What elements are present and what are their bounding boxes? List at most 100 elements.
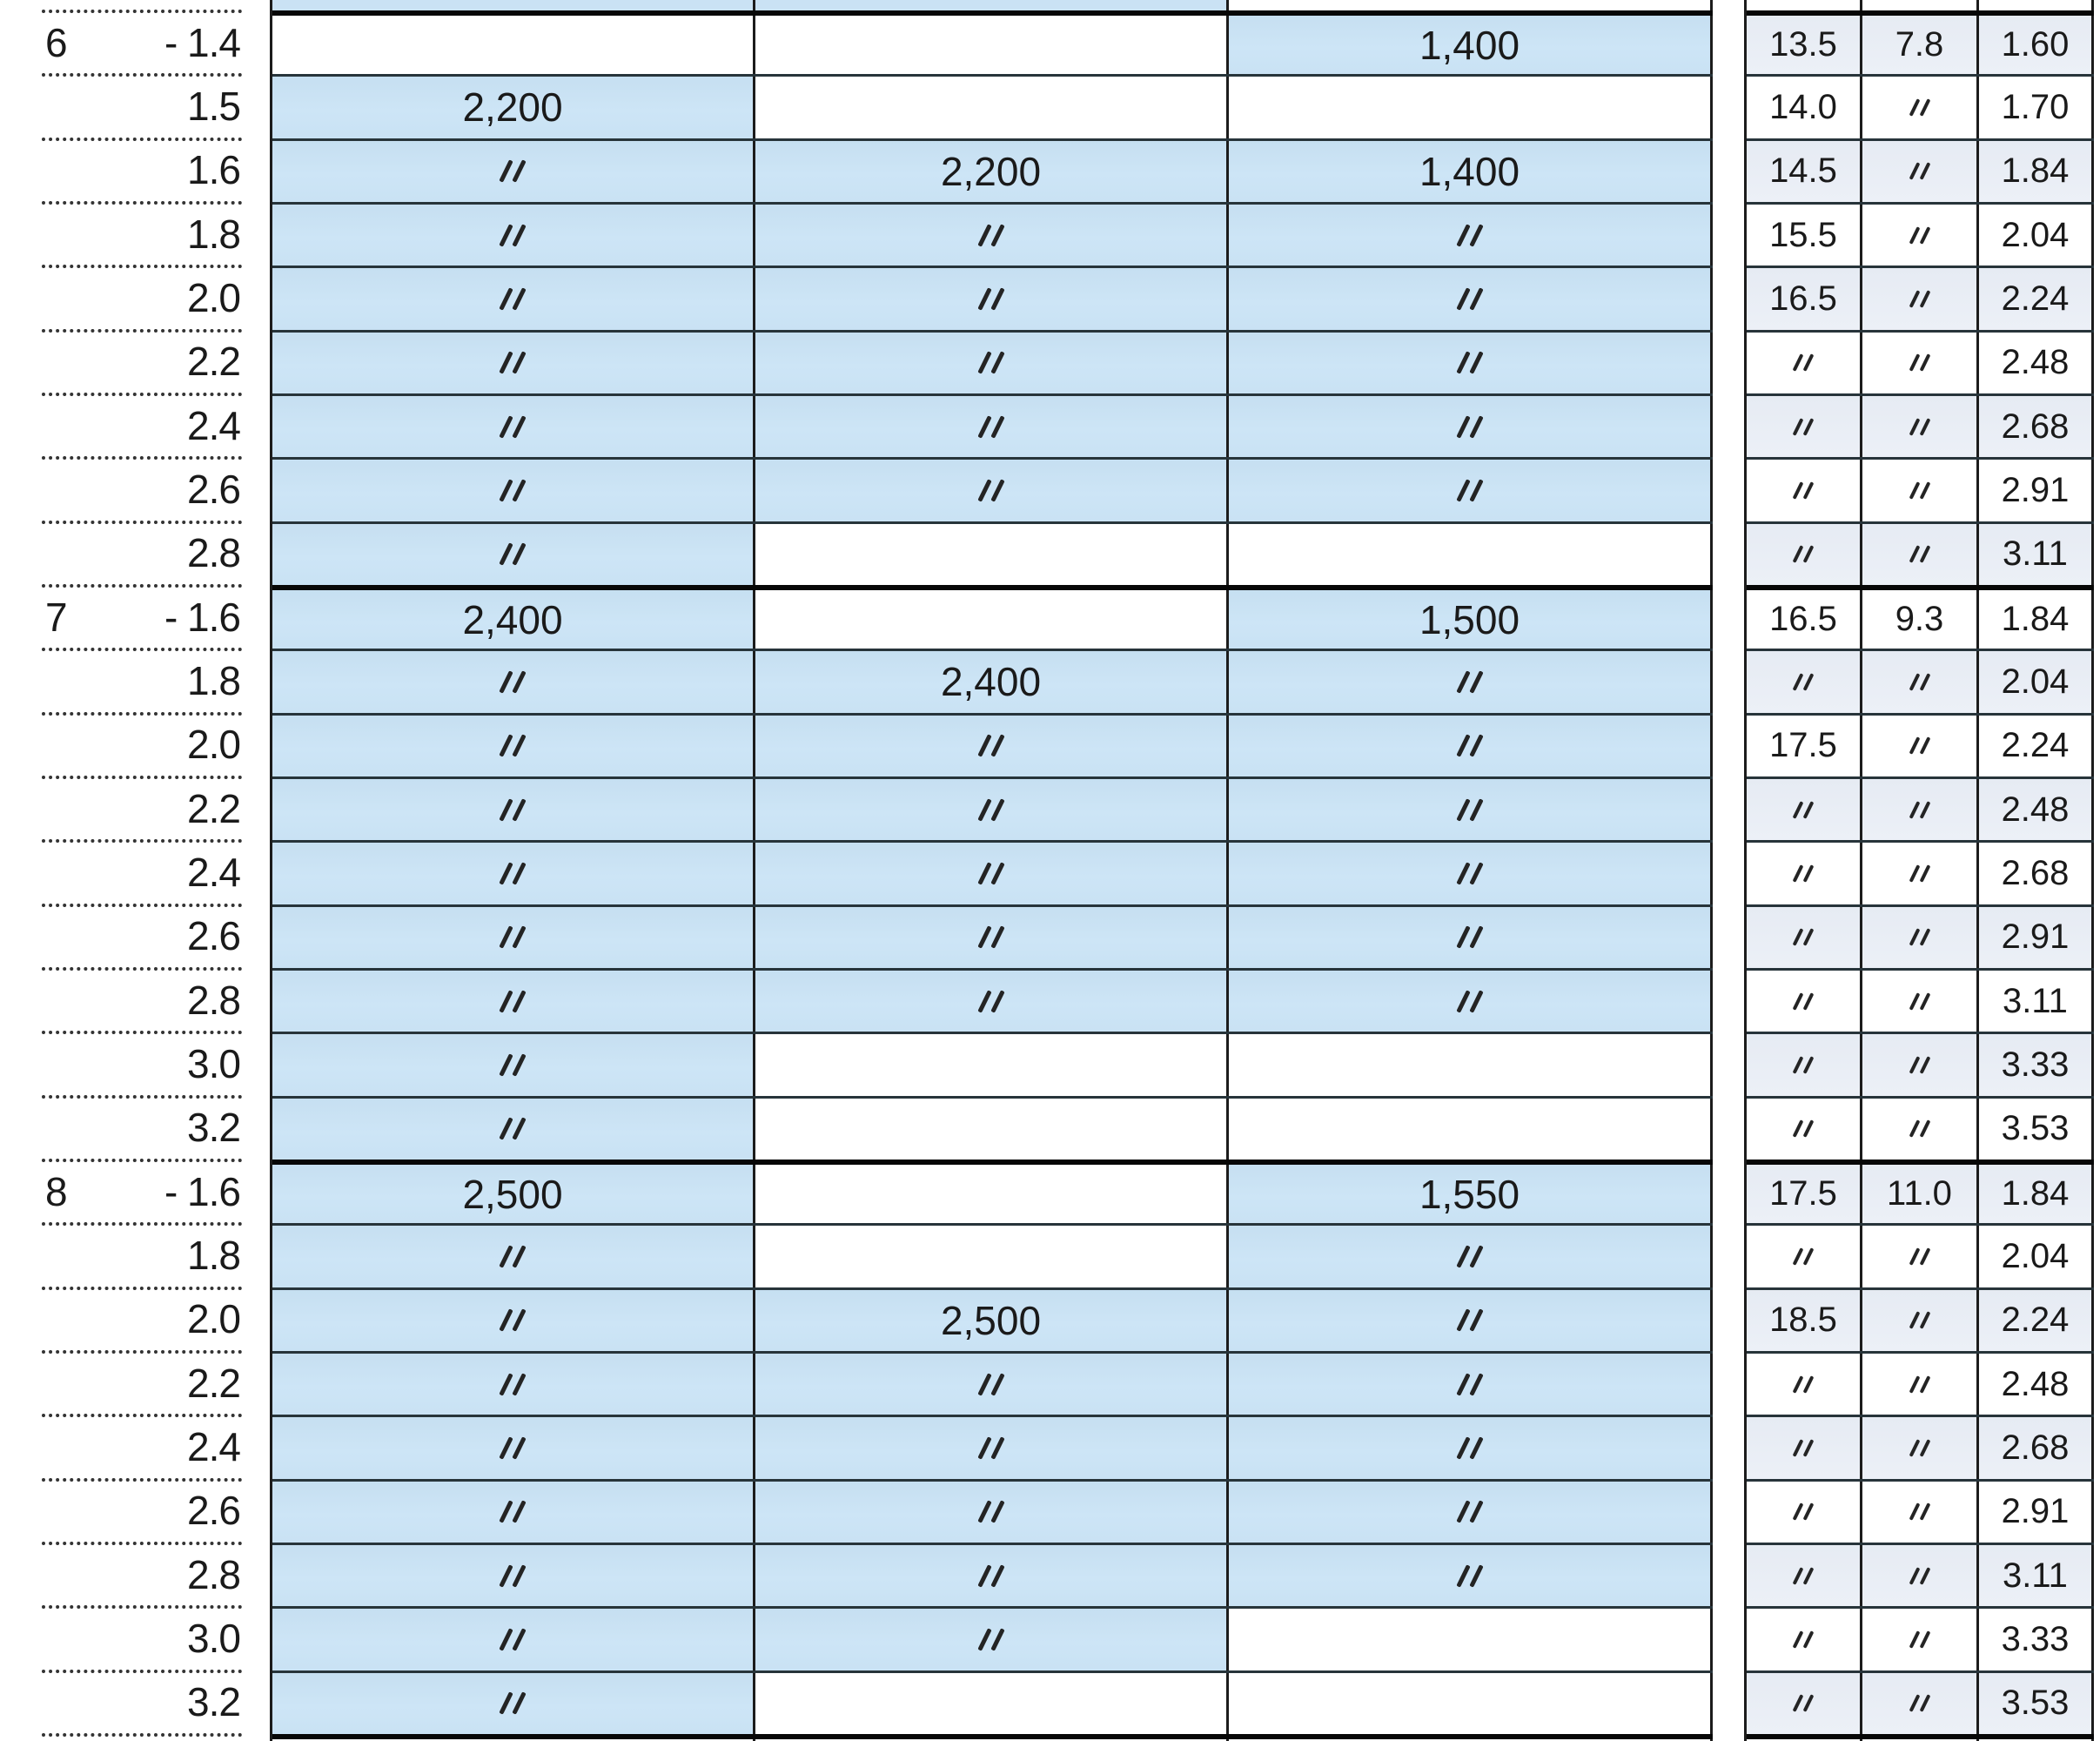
ditto-cell (272, 1481, 755, 1543)
value-cell: 17.5 (1747, 715, 1862, 776)
ditto-mark (499, 1117, 527, 1140)
size-label: 2.6 (187, 913, 241, 959)
row-label: 2.2 (0, 775, 270, 840)
group-number: 7 (45, 594, 68, 640)
ditto-mark (499, 1053, 527, 1077)
table-row (272, 1415, 1713, 1479)
ditto-cell (755, 332, 1229, 393)
value-cell: 14.0 (1747, 77, 1862, 138)
row-label: 2.4 (0, 1414, 270, 1478)
empty-cell (1229, 1672, 1713, 1734)
value-cell: 3.11 (1979, 970, 2094, 1032)
side-table-row: 2.68 (1747, 840, 2094, 904)
value-cell: 3.53 (1979, 1672, 2094, 1734)
ditto-cell (1229, 970, 1713, 1032)
ditto-cell (1229, 778, 1713, 841)
ditto-mark (1909, 481, 1930, 500)
ditto-mark (1455, 1372, 1484, 1396)
ditto-cell (1229, 1417, 1713, 1479)
ditto-mark (1909, 928, 1930, 947)
ditto-mark (499, 670, 527, 694)
value-cell: 2.04 (1979, 204, 2094, 266)
ditto-cell (1747, 906, 1862, 968)
partial-cell (272, 1738, 755, 1741)
size-label: 2.4 (187, 1423, 241, 1469)
partial-row-top (272, 0, 1713, 10)
ditto-mark (499, 1436, 527, 1460)
main-table: 1,400 2,200 2,200 1,400 2,400 1,500 2,400 2,500… (270, 0, 1713, 1741)
ditto-mark (499, 223, 527, 247)
ditto-cell (755, 268, 1229, 330)
table-row: 2,500 (272, 1287, 1713, 1351)
row-label: 1.8 (0, 648, 270, 712)
ditto-mark (1455, 223, 1484, 247)
ditto-cell (272, 970, 755, 1032)
value-cell: 3.33 (1979, 1034, 2094, 1096)
page-right-margin (2094, 0, 2100, 1741)
ditto-mark (499, 1628, 527, 1651)
row-label: 3.2 (0, 1094, 270, 1160)
value-cell: 13.5 (1747, 16, 1862, 75)
value-cell: 2.68 (1979, 1417, 2094, 1479)
size-label: 2.4 (187, 402, 241, 448)
ditto-cell (1862, 1226, 1979, 1287)
ditto-cell (1229, 204, 1713, 266)
side-table-row: 13.5 7.8 1.60 (1747, 10, 2094, 75)
ditto-cell (1747, 778, 1862, 841)
ditto-mark (1909, 991, 1930, 1011)
ditto-mark (499, 734, 527, 757)
ditto-mark (1792, 1630, 1815, 1649)
ditto-mark (1455, 989, 1484, 1013)
row-label: 3.0 (0, 1605, 270, 1670)
side-table-row: 2.48 (1747, 1350, 2094, 1415)
value-cell: 2.48 (1979, 1353, 2094, 1415)
ditto-cell (272, 1289, 755, 1351)
row-label: 2.0 (0, 711, 270, 776)
ditto-mark (976, 925, 1005, 949)
ditto-cell (755, 204, 1229, 266)
ditto-cell (272, 1609, 755, 1670)
ditto-mark (1455, 1500, 1484, 1523)
value-cell: 2.24 (1979, 1289, 2094, 1351)
row-label: 1.8 (0, 1222, 270, 1287)
ditto-cell (272, 523, 755, 585)
size-label: 2.6 (187, 1488, 241, 1534)
ditto-mark (499, 925, 527, 949)
ditto-mark (976, 351, 1005, 375)
table-row (272, 457, 1713, 521)
row-label: 2.8 (0, 966, 270, 1032)
ditto-mark (499, 542, 527, 567)
ditto-cell (1229, 715, 1713, 776)
row-label: 2.4 (0, 392, 270, 457)
ditto-mark (1792, 1694, 1815, 1713)
ditto-cell (755, 395, 1229, 458)
ditto-mark (499, 351, 527, 375)
table-row (272, 967, 1713, 1032)
size-label: 1.6 (187, 147, 241, 193)
partial-row-top (1747, 0, 2094, 10)
side-table-row: 2.91 (1747, 457, 2094, 521)
value-cell: 2.04 (1979, 651, 2094, 713)
ditto-mark (1792, 991, 1815, 1011)
ditto-cell (755, 906, 1229, 968)
size-label: 2.0 (187, 274, 241, 320)
ditto-cell (272, 332, 755, 393)
ditto-mark (1909, 1056, 1930, 1074)
ditto-cell (1862, 1417, 1979, 1479)
ditto-mark (976, 287, 1005, 311)
ditto-cell (272, 1034, 755, 1096)
ditto-mark (1455, 797, 1484, 822)
value-cell: 16.5 (1747, 589, 1862, 649)
empty-cell (755, 77, 1229, 138)
ditto-cell (272, 1226, 755, 1287)
row-label: 1.6 (0, 137, 270, 202)
value-cell: 1.84 (1979, 589, 2094, 649)
value-cell: 9.3 (1862, 589, 1979, 649)
size-label: 2.2 (187, 785, 241, 831)
side-table-row: 2.04 (1747, 1223, 2094, 1287)
partial-row-bottom (272, 1733, 1713, 1741)
ditto-mark (976, 1500, 1005, 1523)
ditto-cell (1862, 460, 1979, 521)
row-label: 2.6 (0, 903, 270, 968)
